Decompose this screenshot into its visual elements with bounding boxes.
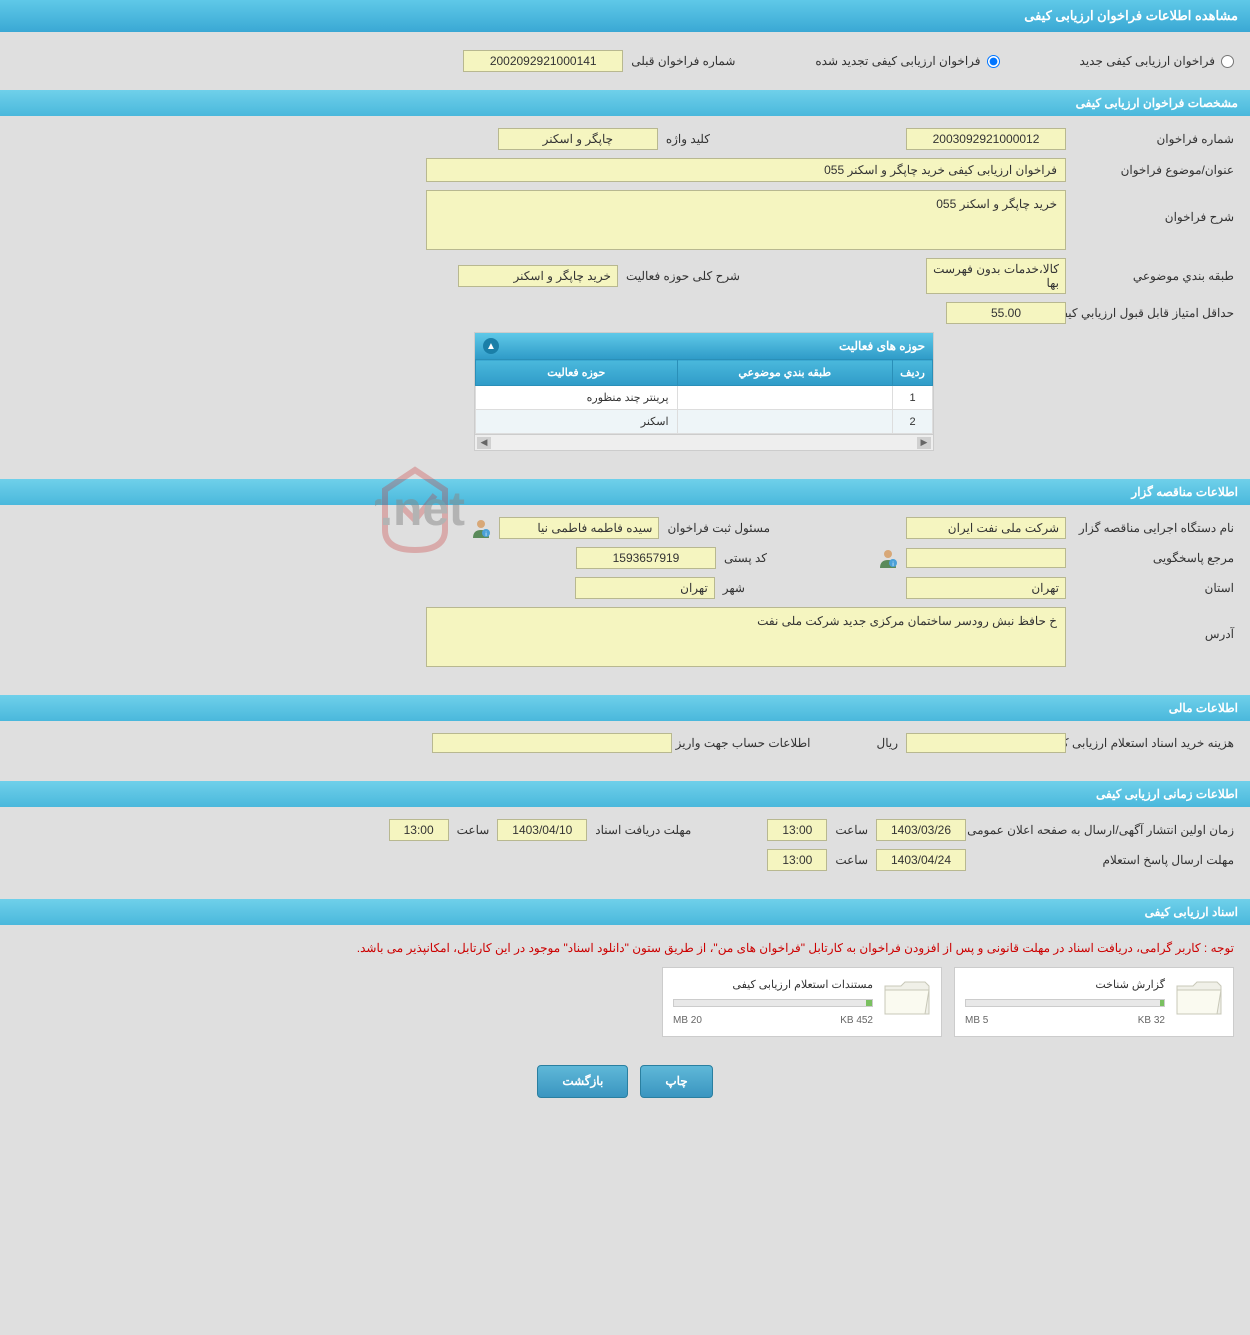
subject-value: فراخوان ارزیابی کیفی خرید چاپگر و اسکنر … — [426, 158, 1066, 182]
row-num: 1 — [893, 386, 933, 410]
file-used: 452 KB — [840, 1015, 873, 1026]
row-cat — [677, 410, 892, 434]
row-act: اسکنر — [476, 410, 678, 434]
postal-label: کد پستی — [724, 551, 767, 565]
row-cat — [677, 386, 892, 410]
doc-deadline-hour: 13:00 — [389, 819, 449, 841]
pub-hour: 13:00 — [767, 819, 827, 841]
call-type-row: فراخوان ارزیابی کیفی جدید فراخوان ارزیاب… — [0, 40, 1250, 82]
address-value: خ حافظ نبش رودسر ساختمان مرکزی جدید شرکت… — [426, 607, 1066, 667]
th-cat: طبقه بندي موضوعي — [677, 360, 892, 386]
file-used: 32 KB — [1138, 1015, 1165, 1026]
registrar-label: مسئول ثبت فراخوان — [667, 521, 770, 535]
resp-deadline-date: 1403/04/24 — [876, 849, 966, 871]
prev-call-value: 2002092921000141 — [463, 50, 623, 72]
pub-date: 1403/03/26 — [876, 819, 966, 841]
hour-label: ساعت — [835, 853, 868, 867]
city-value: تهران — [575, 577, 715, 599]
folder-icon — [1175, 978, 1223, 1018]
min-score-value: 55.00 — [946, 302, 1066, 324]
activity-table: حوزه های فعالیت ▲ ردیف طبقه بندي موضوعي … — [474, 332, 934, 451]
file-progress — [965, 999, 1165, 1007]
docs-notice: توجه : کاربر گرامی، دریافت اسناد در مهلت… — [0, 937, 1250, 967]
row-num: 2 — [893, 410, 933, 434]
currency-label: ریال — [876, 736, 898, 750]
radio-new-call[interactable] — [1221, 55, 1234, 68]
responder-value — [906, 548, 1066, 568]
city-label: شهر — [723, 581, 745, 595]
doc-deadline-label: مهلت دریافت اسناد — [595, 823, 691, 837]
province-value: تهران — [906, 577, 1066, 599]
section-docs-title: اسناد ارزیابی کیفی — [0, 899, 1250, 925]
row-act: پرینتر چند منظوره — [476, 386, 678, 410]
activity-desc-label: شرح کلی حوزه فعالیت — [626, 269, 740, 283]
svg-text:i: i — [892, 562, 893, 568]
desc-label: شرح فراخوان — [1074, 190, 1234, 224]
min-score-label: حداقل امتياز قابل قبول ارزيابي کيفي — [1074, 306, 1234, 320]
file-total: 5 MB — [965, 1015, 988, 1026]
responder-label: مرجع پاسخگویی — [1074, 551, 1234, 565]
th-act: حوزه فعالیت — [476, 360, 678, 386]
radio-new-label: فراخوان ارزیابی کیفی جدید — [1080, 54, 1215, 68]
person-icon: i — [878, 548, 898, 568]
scroll-left-icon[interactable]: ◀ — [477, 437, 491, 449]
resp-deadline-label: مهلت ارسال پاسخ استعلام — [974, 853, 1234, 867]
prev-call-label: شماره فراخوان قبلی — [631, 54, 735, 68]
hour-label: ساعت — [457, 823, 490, 837]
keyword-value: چاپگر و اسکنر — [498, 128, 658, 150]
org-value: شرکت ملی نفت ایران — [906, 517, 1066, 539]
section-time-title: اطلاعات زمانی ارزیابی کیفی — [0, 781, 1250, 807]
account-label: اطلاعات حساب جهت واریز هزینه خرید اسناد — [680, 736, 810, 750]
doc-cost-label: هزینه خرید اسناد استعلام ارزیابی کیفی — [1074, 736, 1234, 750]
table-row: 1 پرینتر چند منظوره — [476, 386, 933, 410]
resp-deadline-hour: 13:00 — [767, 849, 827, 871]
table-scrollbar[interactable]: ▶ ◀ — [475, 434, 933, 450]
file-name: گزارش شناخت — [965, 978, 1165, 991]
activity-desc-value: خرید چاپگر و اسکنر — [458, 265, 618, 287]
call-no-value: 2003092921000012 — [906, 128, 1066, 150]
file-name: مستندات استعلام ارزیابی کیفی — [673, 978, 873, 991]
pub-label: زمان اولین انتشار آگهی/ارسال به صفحه اعل… — [974, 823, 1234, 837]
hour-label: ساعت — [835, 823, 868, 837]
call-no-label: شماره فراخوان — [1074, 132, 1234, 146]
file-card[interactable]: گزارش شناخت 32 KB 5 MB — [954, 967, 1234, 1037]
subject-label: عنوان/موضوع فراخوان — [1074, 163, 1234, 177]
cat-label: طبقه بندي موضوعي — [1074, 269, 1234, 283]
section-tenderer-title: اطلاعات مناقصه گزار — [0, 479, 1250, 505]
org-label: نام دستگاه اجرایی مناقصه گزار — [1074, 521, 1234, 535]
radio-renewed-call[interactable] — [987, 55, 1000, 68]
desc-value: خرید چاپگر و اسکنر 055 — [426, 190, 1066, 250]
registrar-value: سیده فاطمه فاطمی نیا — [499, 517, 659, 539]
address-label: آدرس — [1074, 607, 1234, 641]
province-label: استان — [1074, 581, 1234, 595]
file-card[interactable]: مستندات استعلام ارزیابی کیفی 452 KB 20 M… — [662, 967, 942, 1037]
person-icon: i — [471, 518, 491, 538]
collapse-icon[interactable]: ▲ — [483, 338, 499, 354]
section-spec-title: مشخصات فراخوان ارزیابی کیفی — [0, 90, 1250, 116]
postal-value: 1593657919 — [576, 547, 716, 569]
svg-text:i: i — [486, 532, 487, 538]
keyword-label: کلید واژه — [666, 132, 710, 146]
scroll-right-icon[interactable]: ▶ — [917, 437, 931, 449]
cat-value: کالا،خدمات بدون فهرست بها — [926, 258, 1066, 294]
print-button[interactable]: چاپ — [640, 1065, 712, 1098]
doc-cost-value — [906, 733, 1066, 753]
radio-renewed-label: فراخوان ارزیابی کیفی تجدید شده — [815, 54, 980, 68]
table-row: 2 اسکنر — [476, 410, 933, 434]
th-row: ردیف — [893, 360, 933, 386]
doc-deadline-date: 1403/04/10 — [497, 819, 587, 841]
account-value — [432, 733, 672, 753]
file-progress — [673, 999, 873, 1007]
file-total: 20 MB — [673, 1015, 702, 1026]
back-button[interactable]: بازگشت — [537, 1065, 628, 1098]
folder-icon — [883, 978, 931, 1018]
activity-table-title: حوزه های فعالیت — [839, 339, 925, 353]
section-fin-title: اطلاعات مالی — [0, 695, 1250, 721]
page-title: مشاهده اطلاعات فراخوان ارزیابی کیفی — [0, 0, 1250, 32]
